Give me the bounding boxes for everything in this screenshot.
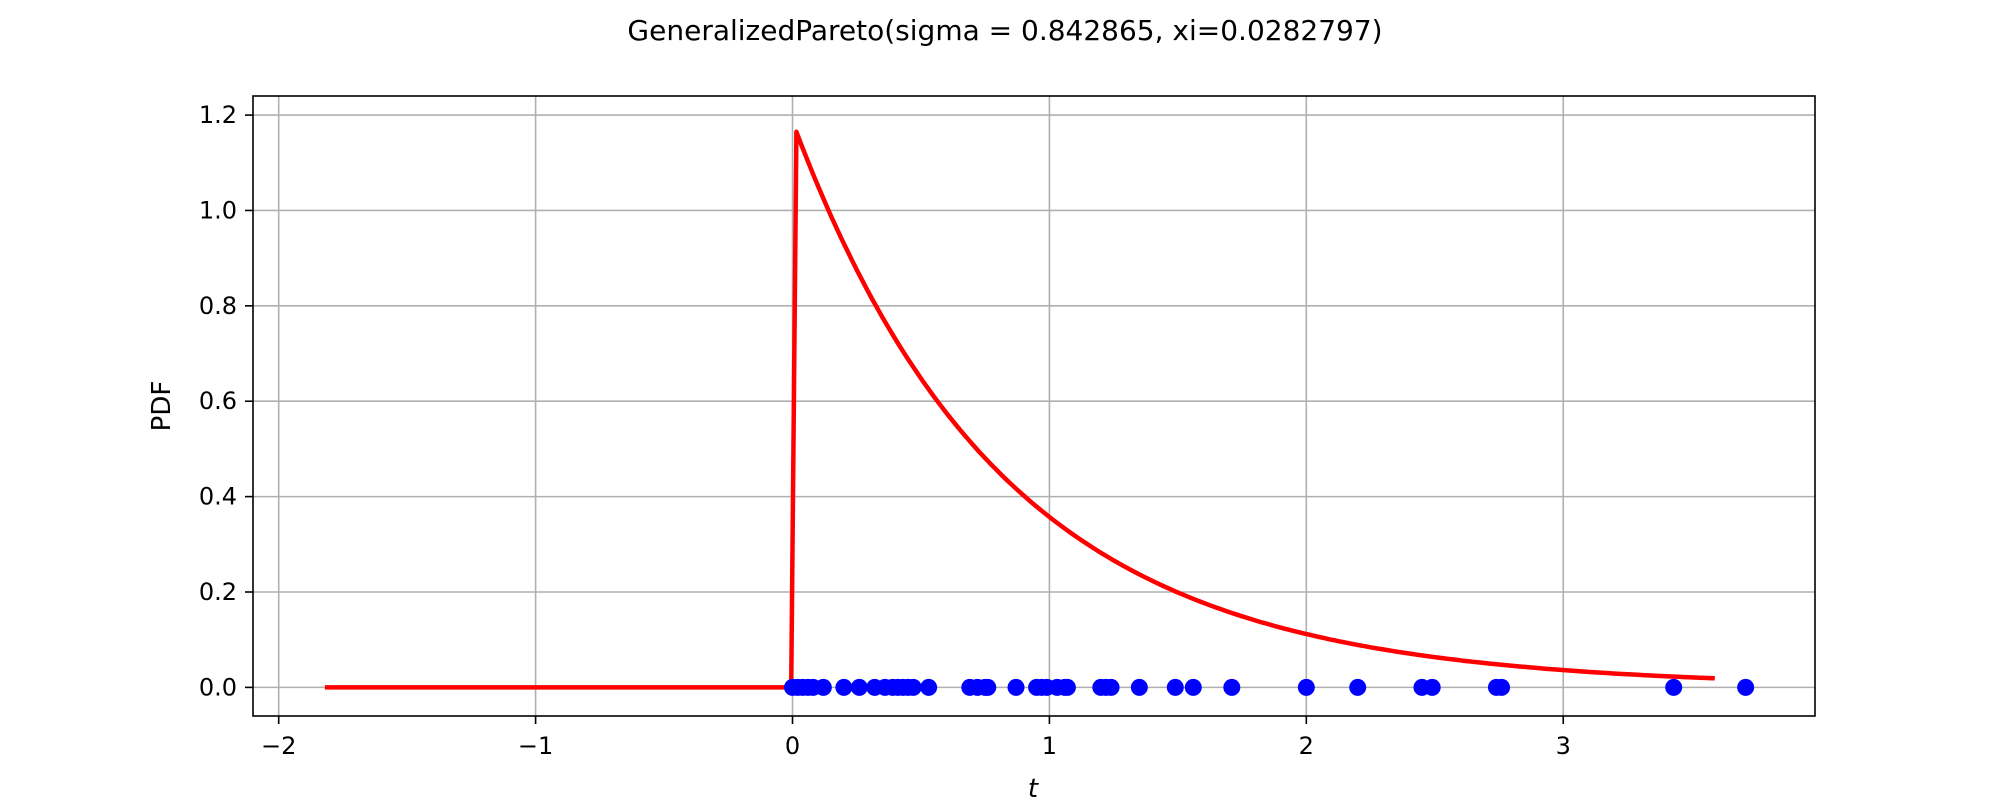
sample-point — [920, 678, 938, 696]
x-tick-label: 2 — [1299, 732, 1314, 760]
sample-point — [1166, 678, 1184, 696]
sample-point — [1130, 678, 1148, 696]
x-tick-label: −1 — [518, 732, 553, 760]
ticks: −2 −1 0 1 2 3 0.0 0.2 0.4 0.6 0.8 1.0 1.2 — [199, 101, 1571, 760]
sample-point — [1223, 678, 1241, 696]
sample-point — [1349, 678, 1367, 696]
y-axis-label: PDF — [147, 381, 177, 432]
sample-point — [814, 678, 832, 696]
x-tick-label: −2 — [261, 732, 296, 760]
y-tick-label: 0.4 — [199, 483, 237, 511]
sample-point — [904, 678, 922, 696]
y-tick-label: 0.2 — [199, 578, 237, 606]
sample-point — [1423, 678, 1441, 696]
x-tick-label: 0 — [785, 732, 800, 760]
sample-point — [1665, 678, 1683, 696]
plot-frame — [252, 95, 1816, 717]
x-tick-label: 3 — [1556, 732, 1571, 760]
y-tick-label: 0.6 — [199, 387, 237, 415]
sample-point — [850, 678, 868, 696]
sample-point — [1007, 678, 1025, 696]
sample-point — [1737, 678, 1755, 696]
sample-point — [1184, 678, 1202, 696]
x-tick-label: 1 — [1042, 732, 1057, 760]
sample-point — [979, 678, 997, 696]
y-tick-label: 0.0 — [199, 673, 237, 701]
series-layer — [324, 129, 1755, 696]
y-tick-label: 1.2 — [199, 101, 237, 129]
y-tick-label: 0.8 — [199, 292, 237, 320]
sample-point — [835, 678, 853, 696]
grid — [253, 96, 1815, 716]
sample-point — [1493, 678, 1511, 696]
x-axis-label: t — [1028, 774, 1039, 800]
sample-point — [1102, 678, 1120, 696]
pdf-curve — [324, 129, 1715, 690]
sample-point — [1058, 678, 1076, 696]
chart-title: GeneralizedPareto(sigma = 0.842865, xi=0… — [627, 14, 1382, 47]
y-tick-label: 1.0 — [199, 196, 237, 224]
sample-point — [1297, 678, 1315, 696]
